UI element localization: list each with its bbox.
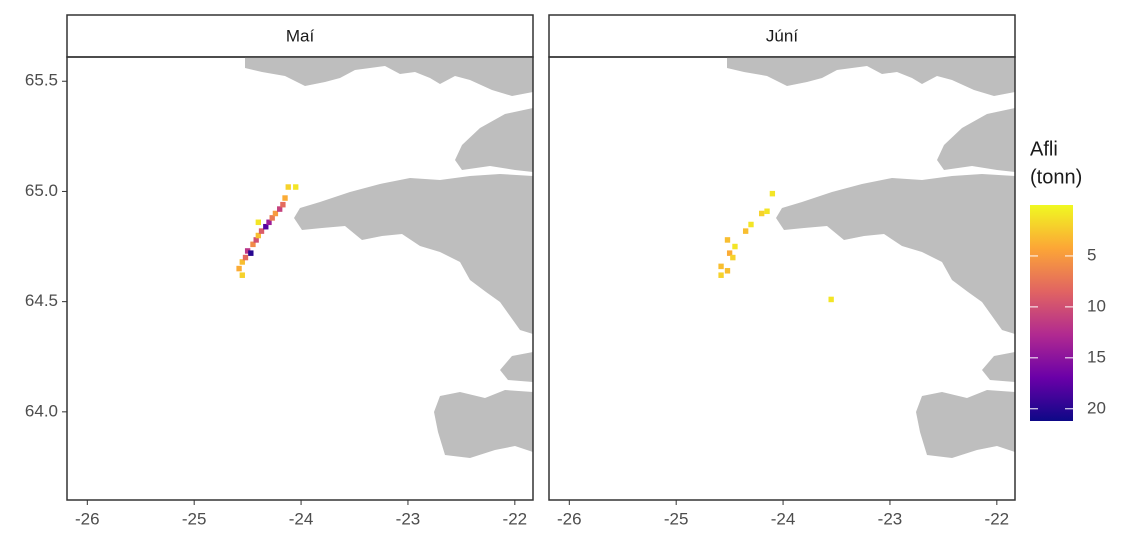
catch-tile [724,237,731,243]
x-tick-label: -24 [289,509,314,528]
catch-tile [250,241,256,248]
colorbar-label: 15 [1087,347,1106,366]
catch-tile [293,184,299,190]
catch-tile [282,195,288,201]
panel-right: Júní -26 -25 -24 -23 -22 [548,14,1016,528]
legend-title: Afli [1030,138,1058,160]
x-tick-label: -25 [664,509,689,528]
catch-tile [239,272,245,278]
catch-tile [244,248,251,254]
x-tick-label: -26 [557,509,582,528]
catch-tile [253,237,259,243]
strip [66,14,534,58]
catch-tile [759,210,765,217]
catch-tile [724,268,731,274]
catch-tile [764,208,770,215]
catch-tile [272,210,279,217]
x-tick-label: -25 [182,509,207,528]
land [727,57,1015,458]
catch-tile [726,250,733,256]
catch-tile [742,228,749,234]
catch-tile [255,232,261,239]
x-tick-label: -23 [396,509,421,528]
strip-title: Júní [766,26,798,45]
y-tick-label: 65.5 [25,71,58,90]
y-tick-label: 64.0 [25,401,58,420]
catch-tile [248,250,254,256]
y-tick-label: 65.0 [25,181,58,200]
panel-border [548,56,1016,501]
catch-tile [748,221,754,228]
land [245,57,533,458]
catch-tile [258,228,265,234]
x-tick-label: -26 [75,509,100,528]
catch-tile [263,223,269,230]
catch-tile [239,259,245,265]
catch-tile [277,206,283,212]
panel-left: Maí -26 -25 -24 -23 -22 64.0 64.5 65.0 65.5 [25,14,534,528]
legend-title: (tonn) [1030,166,1082,188]
colorbar-label: 5 [1087,245,1096,264]
catch-tile [242,254,249,261]
colorbar-label: 10 [1087,296,1106,315]
catch-tile [730,254,736,261]
colorbar-label: 20 [1087,398,1106,417]
catch-tile [718,272,724,278]
x-tick-label: -22 [503,509,528,528]
x-tick-label: -22 [985,509,1010,528]
catch-tile [236,265,242,272]
catch-tile [718,263,724,270]
catch-tile [285,184,291,190]
catch-tile [280,201,286,208]
strip-title: Maí [286,26,315,45]
catch-tile [828,296,834,303]
catch-tile [255,219,261,226]
x-tick-label: -23 [878,509,903,528]
y-tick-label: 64.5 [25,291,58,310]
catch-tile [269,215,275,221]
panel-border [66,56,534,501]
strip [548,14,1016,58]
colorbar [1030,205,1073,421]
catch-tile [769,190,776,197]
catch-tile [732,243,738,250]
catch-tile [266,219,272,226]
x-tick-label: -24 [771,509,796,528]
